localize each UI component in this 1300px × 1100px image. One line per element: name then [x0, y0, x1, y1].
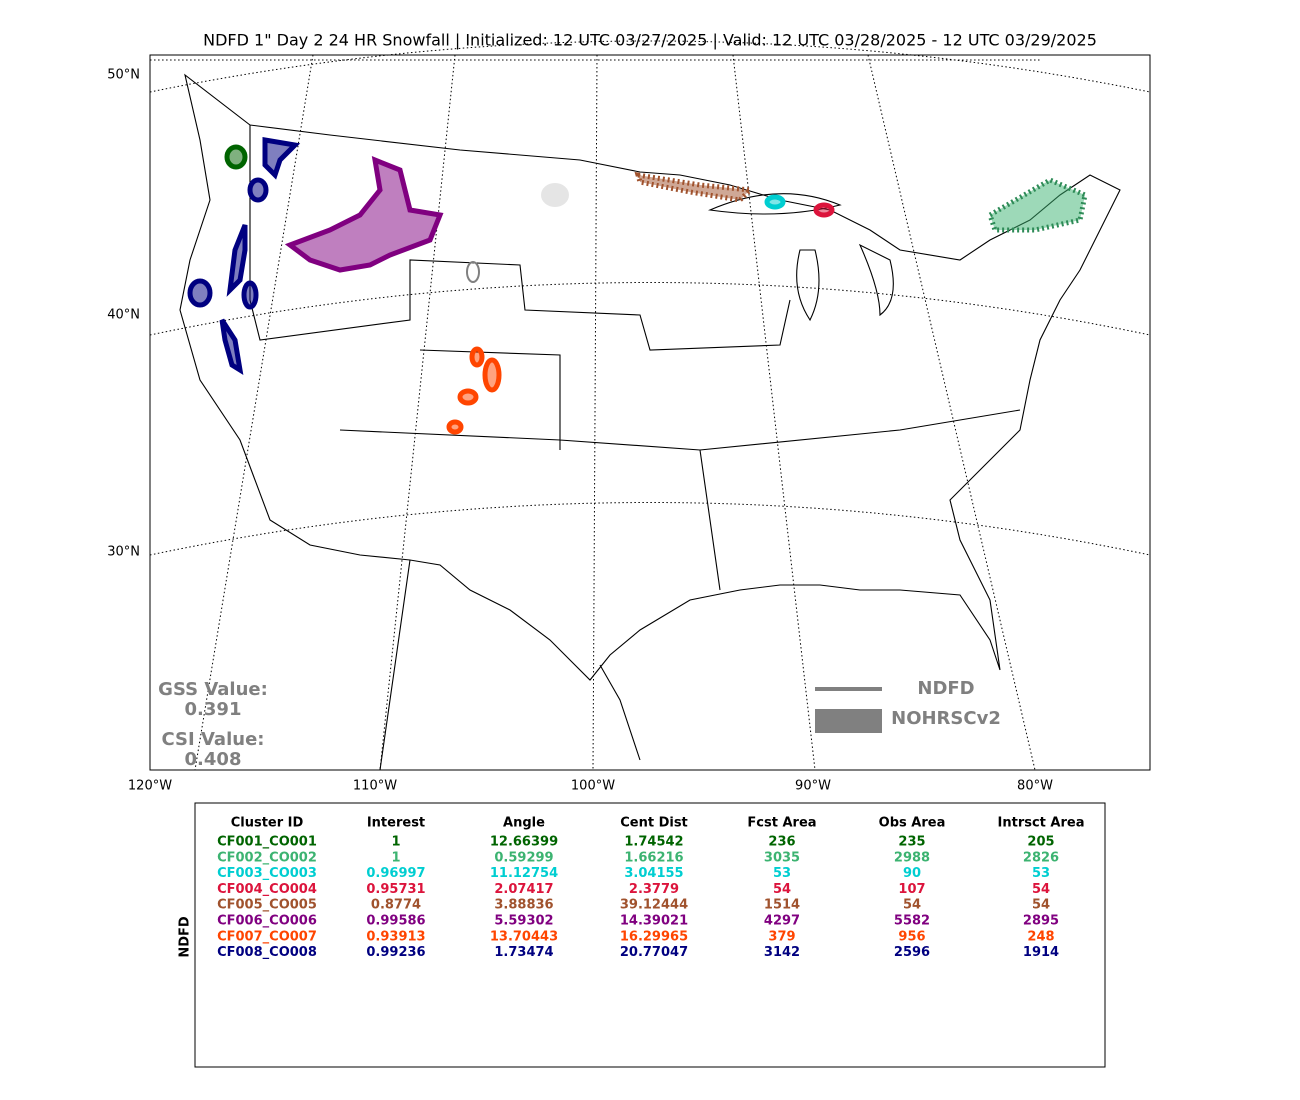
table-cell: 0.99236: [366, 945, 425, 960]
csi-value: 0.408: [185, 749, 242, 770]
table-cell: CF007_CO007: [217, 929, 317, 944]
table-cell: 3142: [764, 945, 800, 960]
table-cell: 1514: [764, 898, 800, 913]
table-cell: 3.88836: [494, 898, 553, 913]
table-cell: 16.29965: [620, 929, 688, 944]
table-cell: CF002_CO002: [217, 850, 317, 865]
gss-value: 0.391: [185, 699, 242, 720]
map-frame: [149, 54, 1151, 771]
table-cell: 0.99586: [366, 914, 425, 929]
table-cell: 5582: [894, 914, 930, 929]
table-cell: CF001_CO001: [217, 835, 317, 850]
table-cell: 2826: [1023, 850, 1059, 865]
map: NDFD NOHRSCv2 GSS Value: 0.391 CSI Value…: [149, 40, 1151, 771]
table-cell: 107: [898, 882, 925, 897]
table-cell: 90: [903, 866, 921, 881]
csi-label: CSI Value:: [162, 729, 265, 750]
table-cell: 11.12754: [490, 866, 558, 881]
table-cell: 54: [903, 898, 921, 913]
table-cell: 13.70443: [490, 929, 558, 944]
column-header: Interest: [367, 816, 425, 831]
table-cell: 2895: [1023, 914, 1059, 929]
table-cell: 14.39021: [620, 914, 688, 929]
gss-label: GSS Value:: [158, 679, 268, 700]
table-cell: 1.66216: [624, 850, 683, 865]
table-cell: 3.04155: [624, 866, 683, 881]
lat-label: 50°N: [107, 68, 140, 83]
table-cell: 2596: [894, 945, 930, 960]
table-cell: 4297: [764, 914, 800, 929]
lat-label: 40°N: [107, 308, 140, 323]
graticule: [149, 40, 1151, 93]
table-cell: 1: [391, 850, 400, 865]
table-cell: 379: [768, 929, 795, 944]
column-header: Cluster ID: [231, 816, 304, 831]
table-cell: 956: [898, 929, 925, 944]
graticule: [194, 54, 314, 771]
table-frame: [194, 802, 1106, 1068]
table-cell: CF005_CO005: [217, 898, 317, 913]
side-label: NDFD: [178, 916, 193, 958]
table-cell: 236: [768, 835, 795, 850]
graticule: [149, 282, 1151, 336]
table-cell: 3035: [764, 850, 800, 865]
lon-label: 120°W: [128, 779, 172, 794]
mexico-borders: [379, 559, 641, 771]
clusters: [187, 137, 1088, 435]
table-cell: 39.12444: [620, 898, 688, 913]
column-header: Cent Dist: [620, 816, 688, 831]
table-cell: 1.73474: [494, 945, 553, 960]
table-cell: 0.95731: [366, 882, 425, 897]
table-cell: 20.77047: [620, 945, 688, 960]
table-cell: 0.8774: [371, 898, 421, 913]
table-cell: 53: [773, 866, 791, 881]
table-cell: 5.59302: [494, 914, 553, 929]
state-borders: [249, 125, 791, 351]
table-cell: 0.93913: [366, 929, 425, 944]
table-cell: 205: [1027, 835, 1054, 850]
table-cell: 12.66399: [490, 835, 558, 850]
table-cell: 2988: [894, 850, 930, 865]
table-cell: 1914: [1023, 945, 1059, 960]
table-cell: 1.74542: [624, 835, 683, 850]
lon-label: 100°W: [571, 779, 615, 794]
column-header: Intrsct Area: [998, 816, 1085, 831]
table-cell: 235: [898, 835, 925, 850]
lon-label: 80°W: [1017, 779, 1053, 794]
table-cell: 54: [773, 882, 791, 897]
table-cell: 0.59299: [494, 850, 553, 865]
table-cell: CF003_CO003: [217, 866, 317, 881]
table-cell: CF006_CO006: [217, 914, 317, 929]
lat-label: 30°N: [107, 545, 140, 560]
legend-label: NOHRSCv2: [891, 708, 1001, 729]
graticule: [149, 502, 1151, 556]
table-cell: CF008_CO008: [217, 945, 317, 960]
lon-label: 110°W: [353, 779, 397, 794]
column-header: Obs Area: [879, 816, 946, 831]
table-cell: 54: [1032, 882, 1050, 897]
table-cell: 2.3779: [629, 882, 679, 897]
table-cell: 53: [1032, 866, 1050, 881]
column-header: Fcst Area: [747, 816, 816, 831]
title: NDFD 1" Day 2 24 HR Snowfall | Initializ…: [203, 31, 1097, 50]
table-cell: 2.07417: [494, 882, 553, 897]
legend-patch: [815, 709, 882, 733]
table-cell: 1: [391, 835, 400, 850]
table-cell: 0.96997: [366, 866, 425, 881]
state-borders: [339, 349, 1021, 591]
legend-label: NDFD: [917, 678, 974, 699]
great-lakes: [707, 193, 894, 322]
column-header: Angle: [503, 816, 545, 831]
lon-label: 90°W: [795, 779, 831, 794]
table-cell: 248: [1027, 929, 1054, 944]
table-cell: 54: [1032, 898, 1050, 913]
table-cell: CF004_CO004: [217, 882, 317, 897]
